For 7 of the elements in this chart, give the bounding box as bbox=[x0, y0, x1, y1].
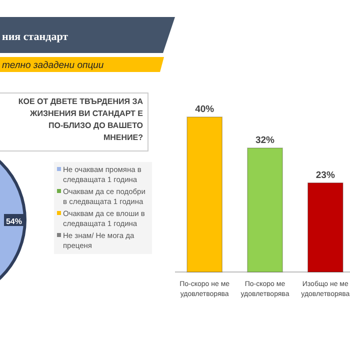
data-label: 40% bbox=[195, 104, 215, 115]
data-label: 23% bbox=[316, 170, 336, 181]
data-label: 32% bbox=[255, 135, 276, 146]
data-label: 54% bbox=[6, 217, 22, 226]
text: КОЕ ОТ ДВЕТЕ ТВЪРДЕНИЯ ЗА ЖИЗНЕНИЯ ВИ СТАНДАРТ Е ПО-БЛИЗО ДО ВАШЕТО МНЕНИЕ? bbox=[18, 97, 144, 142]
chart-title: ния стандарт bbox=[2, 31, 69, 43]
chart-subtitle: телно зададени опции bbox=[2, 60, 104, 71]
